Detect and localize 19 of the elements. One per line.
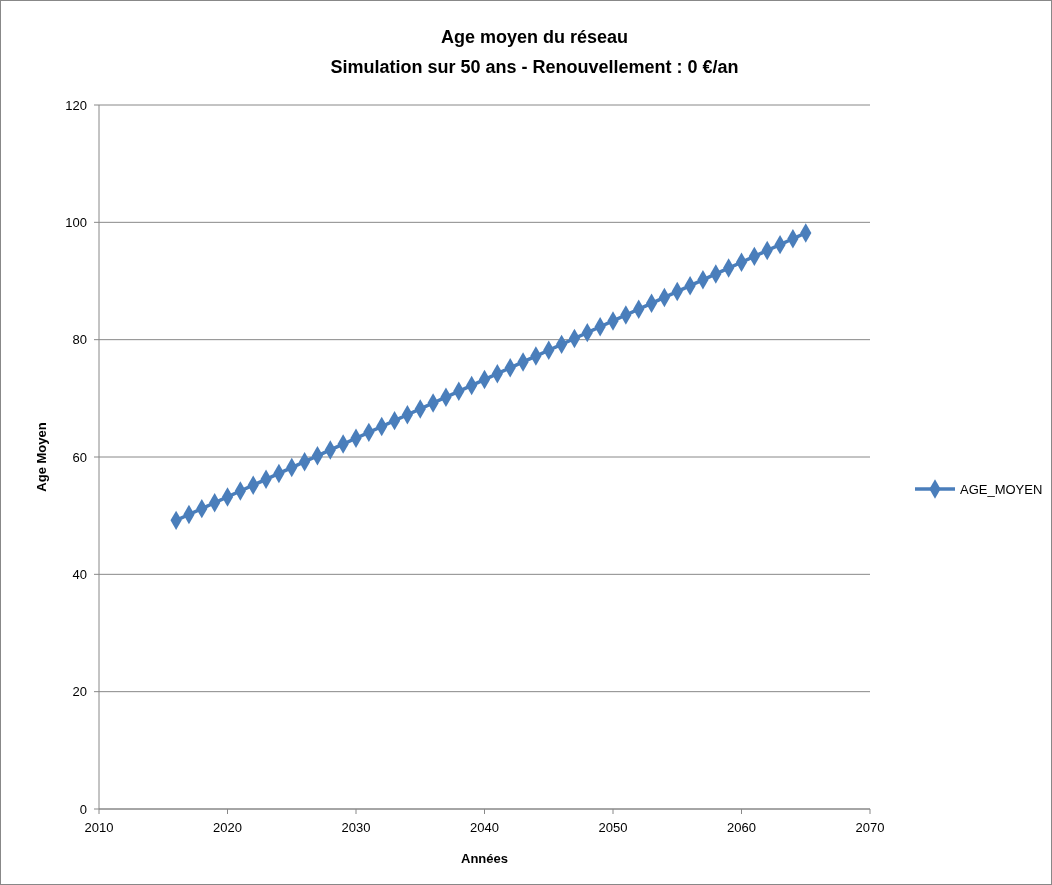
y-tick-label: 60 — [72, 449, 87, 465]
x-tick-label: 2040 — [470, 820, 499, 835]
y-tick-label: 0 — [79, 801, 87, 817]
y-axis-title: Age Moyen — [34, 422, 49, 492]
legend-label: AGE_MOYEN — [960, 481, 1043, 497]
x-tick-label: 2050 — [598, 820, 628, 835]
x-axis-title: Années — [461, 851, 508, 866]
chart-title: Age moyen du réseau — [440, 27, 629, 47]
x-tick-label: 2010 — [84, 820, 114, 835]
x-tick-label: 2030 — [341, 820, 371, 835]
x-tick-label: 2060 — [727, 820, 756, 835]
x-tick-label: 2070 — [855, 820, 885, 835]
y-tick-label: 120 — [65, 97, 87, 113]
y-tick-label: 80 — [72, 332, 87, 348]
y-tick-label: 20 — [72, 684, 87, 700]
x-tick-label: 2020 — [213, 820, 242, 835]
y-tick-label: 40 — [72, 566, 87, 582]
chart-subtitle: Simulation sur 50 ans - Renouvellement : 0 €/an — [330, 57, 739, 77]
y-tick-label: 100 — [65, 214, 87, 230]
